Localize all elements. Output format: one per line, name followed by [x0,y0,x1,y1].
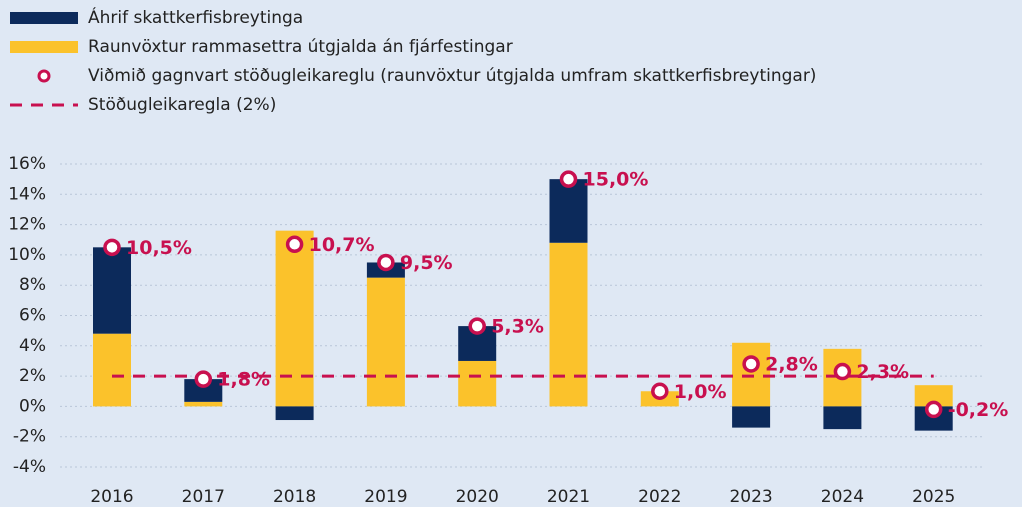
bar [93,247,131,334]
y-tick-label: 4% [19,336,46,356]
y-tick-label: 14% [8,184,46,204]
bar [549,179,588,243]
legend-swatch [10,12,78,24]
bar [823,406,862,430]
x-tick-label: 2021 [547,487,590,507]
legend-label: Viðmið gagnvart stöðugleikareglu (raunvö… [88,66,816,86]
data-label: 2,3% [856,361,909,383]
point [651,382,669,400]
x-tick-label: 2017 [182,487,225,507]
x-tick-label: 2025 [912,487,955,507]
y-tick-label: 16% [8,154,46,174]
y-tick-label: 12% [8,215,46,235]
bar [184,401,223,407]
bar [914,385,953,407]
bar [275,230,314,407]
bar [549,242,588,407]
point [742,355,760,373]
legend-label: Raunvöxtur rammasettra útgjalda án fjárf… [88,37,513,57]
legend-swatch [10,41,78,53]
y-tick-label: 0% [19,396,46,416]
point [194,370,213,388]
x-tick-label: 2022 [638,487,681,507]
x-tick-label: 2024 [821,487,864,507]
data-label: 9,5% [400,252,453,274]
x-tick-label: 2023 [729,487,772,507]
x-tick-label: 2018 [273,487,316,507]
point [924,400,943,419]
data-label: 5,3% [491,316,544,338]
data-label: 10,5% [126,237,192,259]
bar [732,342,771,407]
y-tick-label: 2% [19,366,46,386]
data-label: 2,8% [765,353,818,375]
point [559,170,578,188]
bar [184,379,223,402]
bar [93,333,131,407]
y-tick-label: 6% [19,306,46,326]
bar [275,406,314,421]
data-label: 15,0% [583,169,649,191]
x-tick-label: 2019 [364,487,407,507]
point [468,317,486,335]
point [377,253,395,272]
legend-swatch [37,69,51,83]
x-tick-label: 2016 [90,487,133,507]
y-tick-label: -2% [13,427,46,447]
data-label: 1,0% [674,381,727,403]
data-label: -0,2% [948,399,1009,421]
y-tick-label: -4% [13,457,46,477]
bar [458,360,497,407]
x-tick-label: 2020 [456,487,499,507]
y-tick-label: 10% [8,245,46,265]
legend-label: Áhrif skattkerfisbreytinga [88,6,303,28]
point [833,362,852,381]
y-tick-label: 8% [19,275,46,295]
data-label: 10,7% [309,234,375,256]
bar [732,406,771,428]
point [285,235,304,254]
point [103,238,121,257]
data-label: 1,8% [217,369,270,391]
legend-label: Stöðugleikaregla (2%) [88,95,276,115]
bar [366,277,405,407]
